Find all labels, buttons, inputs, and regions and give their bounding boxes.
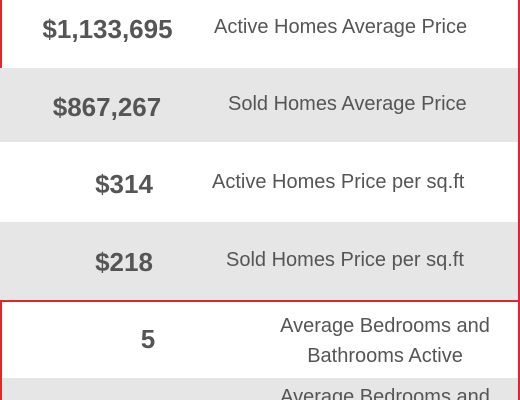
- frame-border-left-bottom: [0, 300, 2, 400]
- stat-value: $867,267: [52, 92, 162, 122]
- stat-value: $1,133,695: [42, 14, 173, 44]
- stat-label: Active Homes Average Price: [214, 16, 468, 38]
- stat-label: Average Bedrooms and Bathrooms Active: [254, 311, 516, 371]
- stat-row-sold-price-sqft: $218 Sold Homes Price per sq.ft: [0, 222, 520, 300]
- stat-label-line: Average Bedrooms and: [280, 315, 490, 337]
- frame-border-right: [518, 0, 520, 400]
- stat-row-sold-avg-price: $867,267 Sold Homes Average Price: [0, 68, 520, 142]
- stat-row-active-avg-price: $1,133,695 Active Homes Average Price: [0, 0, 520, 68]
- stat-value: $218: [95, 247, 153, 277]
- stat-label: Sold Homes Price per sq.ft: [226, 249, 464, 271]
- stat-label: Sold Homes Average Price: [228, 93, 467, 115]
- stat-label-line: Bathrooms Active: [307, 345, 463, 367]
- stat-value: $314: [95, 169, 153, 199]
- stat-value: 5: [140, 324, 156, 354]
- stat-label: Average Bedrooms and: [280, 386, 490, 400]
- stat-label: Active Homes Price per sq.ft: [212, 171, 465, 193]
- frame-divider: [0, 300, 520, 302]
- stat-row-avg-bed-bath-sold: Average Bedrooms and: [0, 378, 520, 400]
- stat-row-avg-bed-bath-active: 5 Average Bedrooms and Bathrooms Active: [0, 300, 520, 378]
- frame-border-left-top: [0, 0, 2, 68]
- stat-row-active-price-sqft: $314 Active Homes Price per sq.ft: [0, 142, 520, 222]
